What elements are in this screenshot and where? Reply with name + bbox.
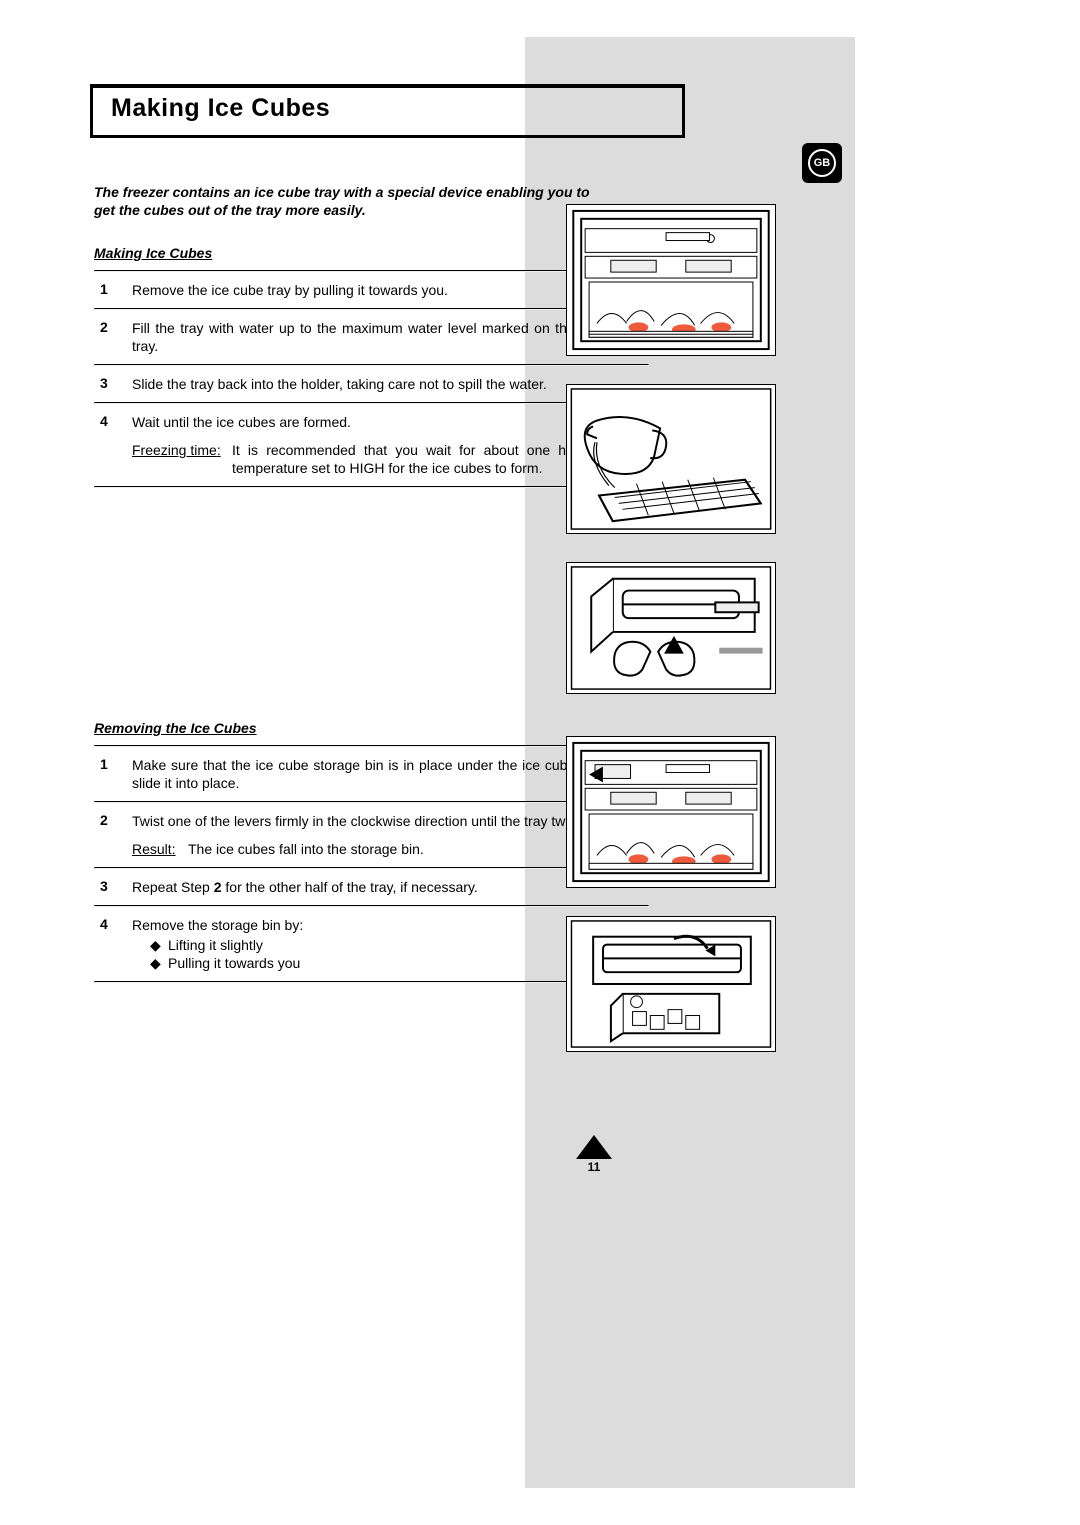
manual-page: GB Making Ice Cubes The freezer contains…: [0, 0, 1080, 1525]
figure-4: [566, 736, 776, 888]
result-label: Result:: [132, 840, 188, 858]
figure-5: [566, 916, 776, 1052]
section-heading-removing: Removing the Ice Cubes: [94, 720, 257, 736]
step-number: 1: [94, 756, 132, 792]
step-number: 3: [94, 878, 132, 896]
intro-text: The freezer contains an ice cube tray wi…: [94, 183, 614, 219]
diamond-icon: ◆: [150, 936, 168, 954]
page-number: 11: [576, 1160, 612, 1174]
page-title-box: Making Ice Cubes: [90, 84, 685, 138]
page-title: Making Ice Cubes: [111, 94, 664, 123]
step-number: 2: [94, 319, 132, 355]
step-text-main: Twist one of the levers firmly in the cl…: [132, 813, 636, 829]
step-number: 2: [94, 812, 132, 858]
step-text-main: Remove the storage bin by:: [132, 917, 303, 933]
figure-3: [566, 562, 776, 694]
step-text-main: Wait until the ice cubes are formed.: [132, 414, 351, 430]
diamond-icon: ◆: [150, 954, 168, 972]
step-number: 4: [94, 413, 132, 477]
country-badge: GB: [802, 143, 842, 183]
page-number-triangle-icon: [576, 1135, 612, 1159]
country-badge-label: GB: [808, 149, 836, 177]
step-number: 3: [94, 375, 132, 393]
step-number: 4: [94, 916, 132, 972]
step-number: 1: [94, 281, 132, 299]
note-label: Freezing time:: [132, 441, 232, 477]
figure-2: [566, 384, 776, 534]
section-heading-making: Making Ice Cubes: [94, 245, 212, 261]
figure-1: [566, 204, 776, 356]
